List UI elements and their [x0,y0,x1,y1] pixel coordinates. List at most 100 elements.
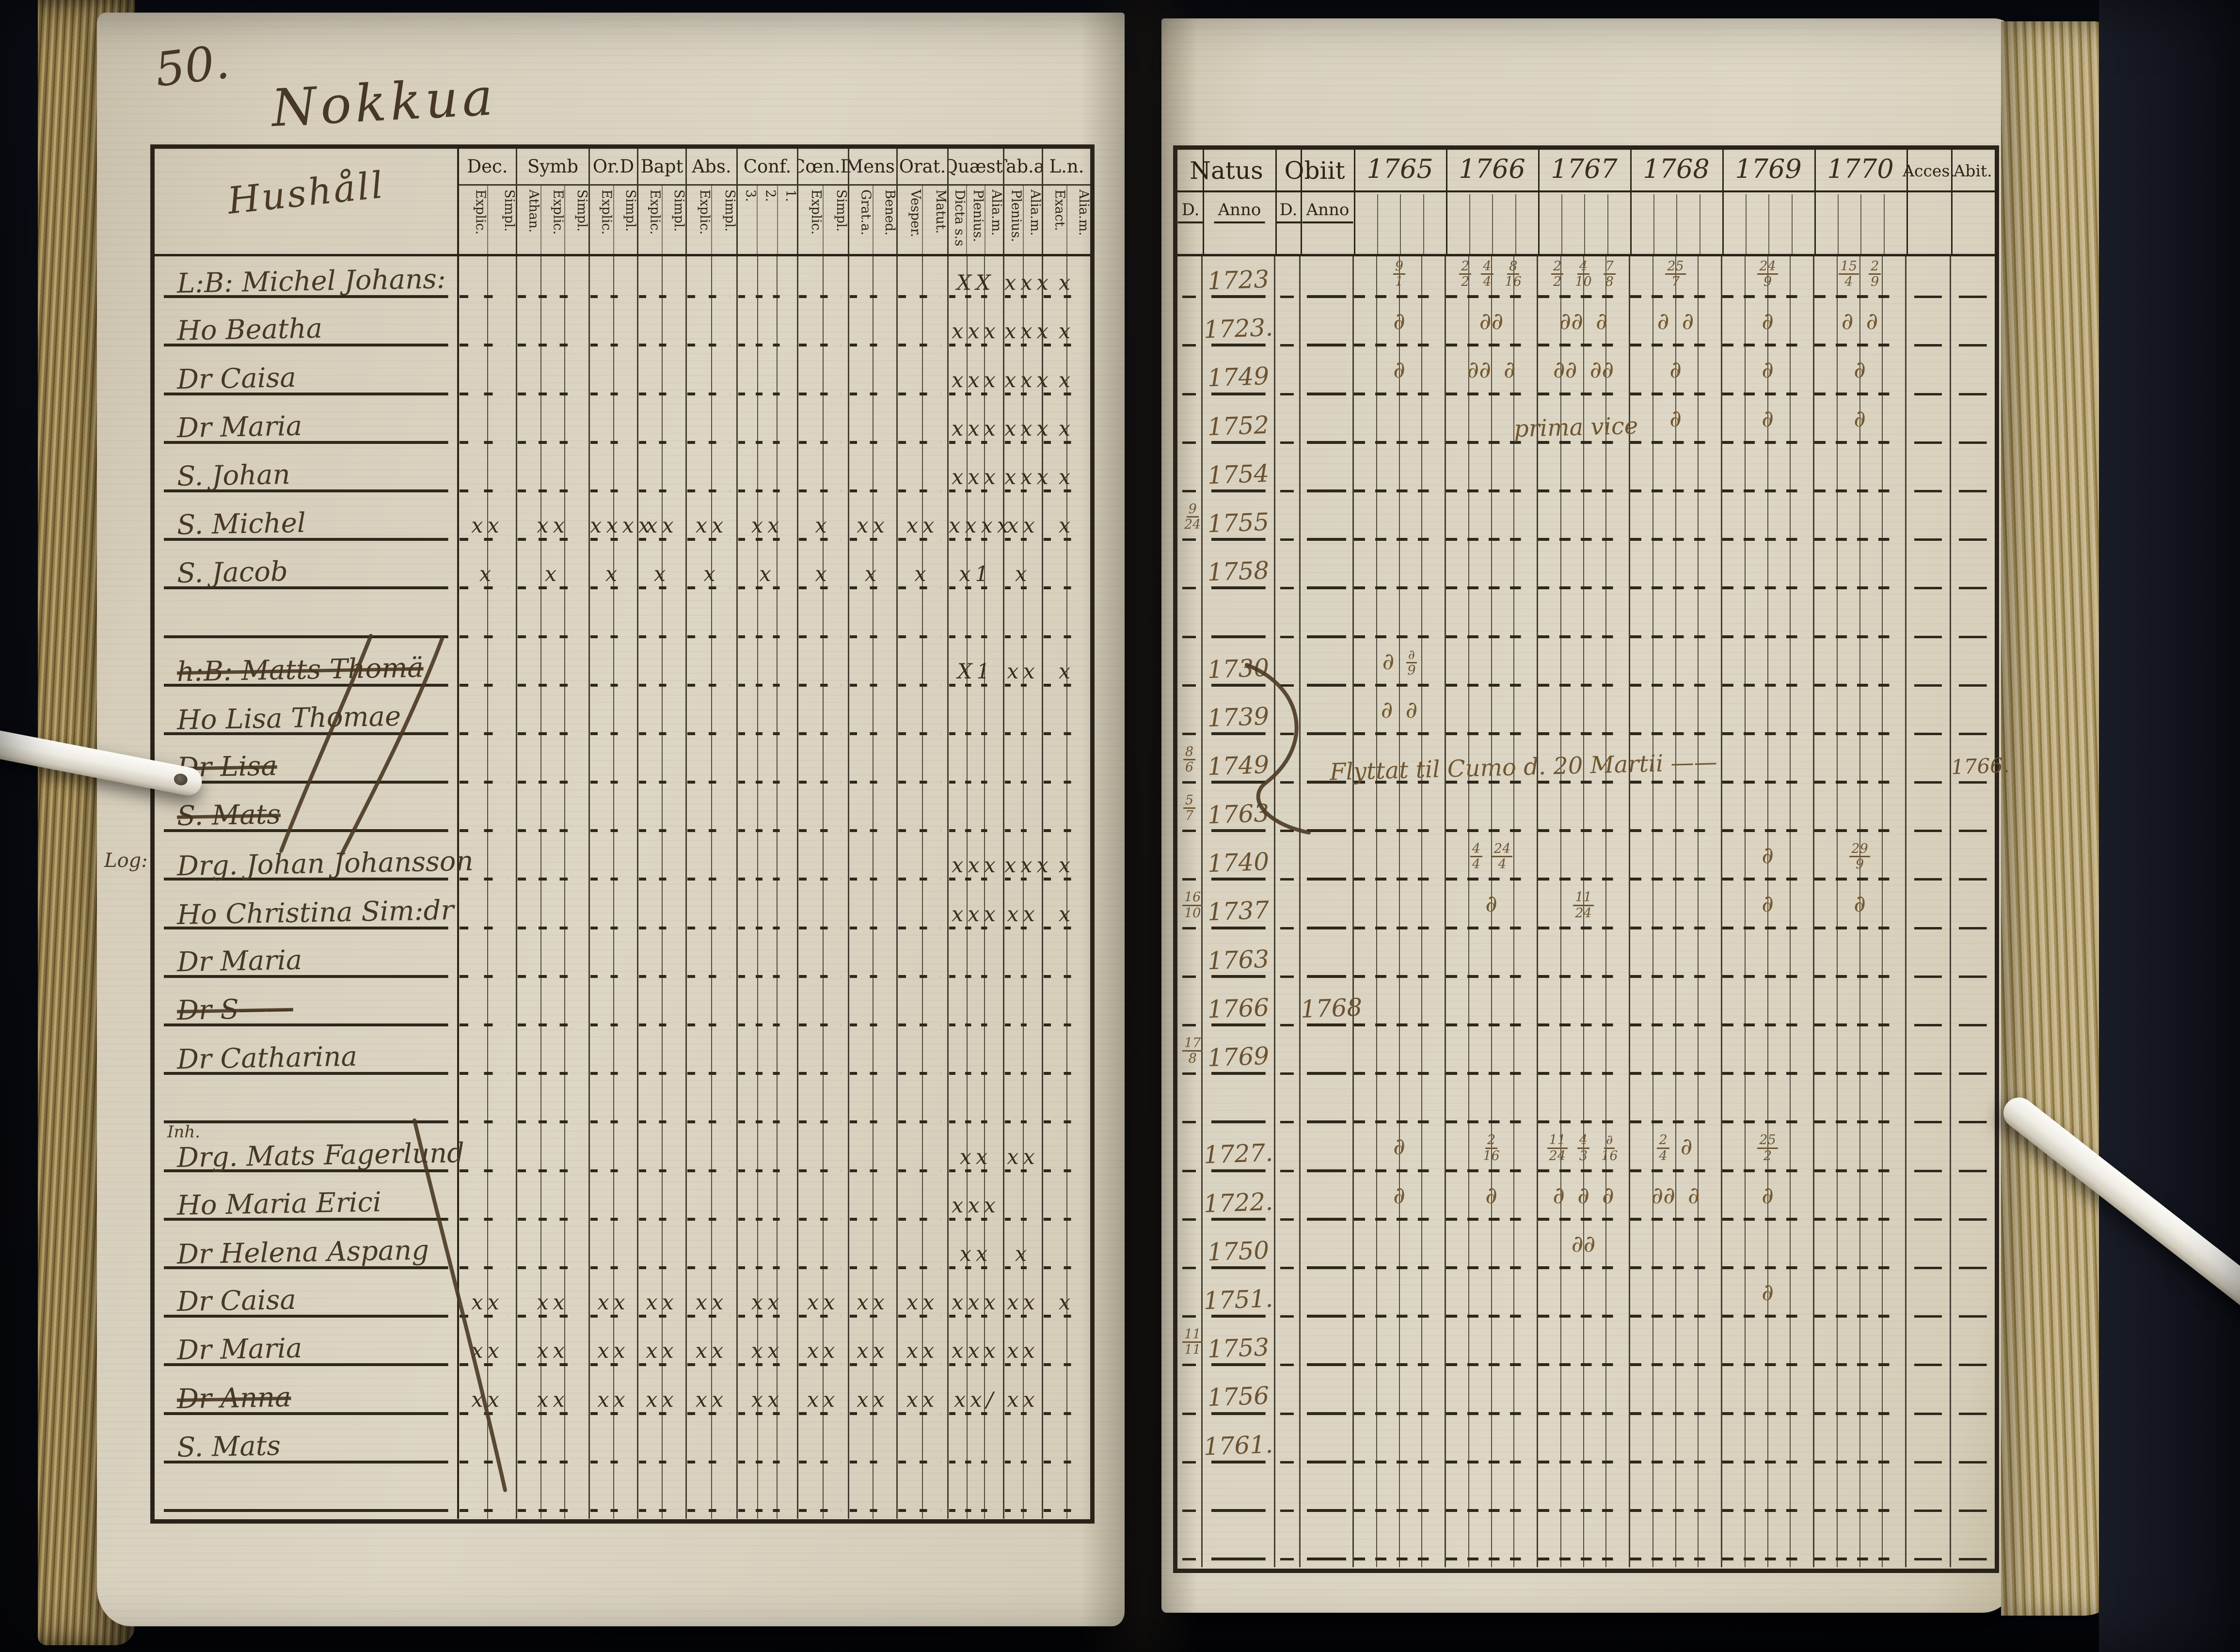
attendance-marks: xxx [952,1193,1000,1218]
attendance-marks: xx [1007,659,1039,684]
mark-cell [738,1470,798,1519]
subcolumn-line [1515,194,1516,254]
mark-cell [638,936,687,985]
denominator: 4 [1498,857,1507,872]
mark-cell [798,256,849,305]
mark-cell [638,1130,687,1179]
mark-cell: x [1043,887,1090,936]
mark-cell [590,887,638,936]
mark-cell [459,1082,517,1131]
mark-cell [738,887,798,936]
mark-cell: xx [1004,1130,1043,1179]
acces-cell [1906,693,1951,742]
mark-cell [590,839,638,888]
entry-token: ∂ [1595,308,1608,335]
mark-cell [687,353,738,402]
numerator: 4 [1577,1133,1590,1149]
entry-token: ∂∂ [1479,308,1504,335]
mark-cell: x [798,499,849,548]
mark-cell [517,1082,590,1131]
entry-token: ∂∂ [1467,356,1491,384]
year-cell-1770 [1814,1470,1906,1519]
mark-cell [590,936,638,985]
acces-cell [1906,1373,1951,1422]
name-cell [155,1082,459,1131]
obiit-day-cell [1275,1373,1301,1422]
table-row: 9 24 1755 [1177,499,1995,548]
year-cell-1766 [1446,790,1538,839]
column-sublabels: Dicta s.s Plenius. Alia.m. [949,186,1003,254]
name-cell: Dr Catharina [155,1033,459,1082]
denominator: 2 [1553,274,1562,290]
obiit-day-cell [1275,1470,1301,1519]
mark-cell [459,1130,517,1179]
year-cell-1765: ∂ ∂ 9 [1354,645,1446,693]
obiit-day-cell [1275,887,1301,936]
mark-cell: x [1043,645,1090,693]
subcolumn-label: D. [1275,200,1302,223]
natus-year: 1754 [1207,459,1270,489]
acces-cell [1906,402,1951,451]
natus-year-cell: 1749 [1203,353,1275,402]
year-entry: ∂ ∂ 9 [1354,647,1445,677]
year-cell-1766: 2 16 [1446,1130,1538,1179]
column-sublabel: Dicta s.s [952,189,966,247]
mark-cell: xx [798,1275,849,1325]
mark-cell: xxx [949,1179,1004,1227]
mark-cell [1004,741,1043,791]
entry-token: ∂ [1866,308,1878,335]
mark-cell [687,450,738,499]
natus-year: 1723 [1207,265,1270,296]
mark-cell [849,741,898,791]
date-fraction: 11 11 [1182,1327,1203,1357]
mark-cell [898,984,949,1033]
attendance-marks: x [1058,902,1075,927]
mark-cell [638,1421,687,1470]
entry-token: ∂ [1682,308,1694,335]
table-row: 1727. ∂ 2 16 11 24 4 3 ∂ 16 2 4 ∂ 25 2 [1177,1130,1995,1179]
attendance-marks: xx [537,1290,569,1315]
table-row: Dr Maria xxx xxx x [155,402,1090,451]
mark-cell [898,353,949,402]
mark-cell: xx [1004,1275,1043,1325]
date-fraction: 11 24 [1547,1133,1568,1163]
acces-cell [1906,645,1951,693]
natus-year-cell: 1753 [1203,1324,1275,1373]
mark-cell: xxx [949,402,1004,451]
year-entry: ∂∂∂ [1446,356,1537,383]
entry-token: ∂∂ [1651,1181,1675,1209]
name-cell: S. Michel [155,499,459,548]
mark-cell [459,256,517,305]
column-sublabel: Plenius. [1008,189,1023,242]
year-entry: 24 9 [1722,259,1813,289]
mark-cell [738,741,798,791]
mark-cell [687,1421,738,1470]
entry-token: ∂ [1393,1181,1405,1209]
mark-cell [798,1082,849,1131]
mark-cell: xx [517,1373,590,1422]
person-name: Drg. Mats Fagerlund [176,1137,465,1174]
mark-cell: xx [590,1373,638,1422]
mark-cell [638,256,687,305]
mark-cell [898,790,949,839]
natus-day-cell [1177,645,1203,693]
obiit-year-cell [1301,1373,1354,1422]
column-sublabels: Vesper. Matut. [898,186,947,254]
person-name: S. Johan [176,458,291,492]
obiit-day-cell [1275,402,1301,451]
year-cell-1765: ∂ [1354,353,1446,402]
column-sublabels: Exact. Alia.m. [1043,186,1090,254]
mark-cell [687,741,738,791]
person-name: Dr Maria [176,944,302,978]
natus-day-cell: 16 10 [1177,887,1203,936]
column-header: Abs. Explic. Simpl. [687,149,738,254]
year-cell-1770 [1814,1275,1906,1325]
natus-day-cell [1177,305,1203,354]
year-cell-1768 [1630,450,1722,499]
date-fraction: 2 16 [1481,1133,1501,1163]
column-sublabel: Explic. [697,189,711,235]
attendance-marks: xx [646,514,678,538]
entry-token: ∂ [1602,1181,1614,1209]
entry-token: ∂ [1393,1133,1405,1161]
